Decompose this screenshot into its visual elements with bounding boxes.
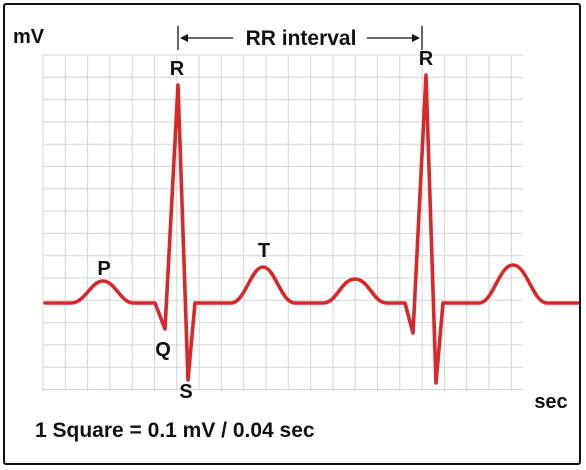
s-wave-label: S bbox=[179, 381, 192, 403]
r-wave-label: R bbox=[170, 58, 185, 80]
rr-left-arrowhead bbox=[180, 34, 188, 42]
x-axis-unit-label: sec bbox=[534, 391, 567, 413]
scale-note: 1 Square = 0.1 mV / 0.04 sec bbox=[35, 419, 315, 442]
p-wave-label: P bbox=[97, 258, 110, 280]
ecg-grid bbox=[42, 54, 523, 391]
ecg-trace bbox=[43, 73, 579, 385]
rr-right-arrowhead bbox=[412, 34, 420, 42]
rr-interval-label: RR interval bbox=[246, 27, 357, 50]
q-wave-label: Q bbox=[155, 339, 171, 361]
r-wave-label-second: R bbox=[419, 48, 434, 70]
t-wave-label: T bbox=[258, 240, 270, 262]
y-axis-unit-label: mV bbox=[13, 26, 45, 48]
ecg-diagram: mV RR interval R R P T Q S sec 1 Square … bbox=[13, 26, 579, 442]
ecg-diagram-frame: mV RR interval R R P T Q S sec 1 Square … bbox=[3, 3, 581, 465]
rr-interval-marker bbox=[177, 26, 423, 50]
